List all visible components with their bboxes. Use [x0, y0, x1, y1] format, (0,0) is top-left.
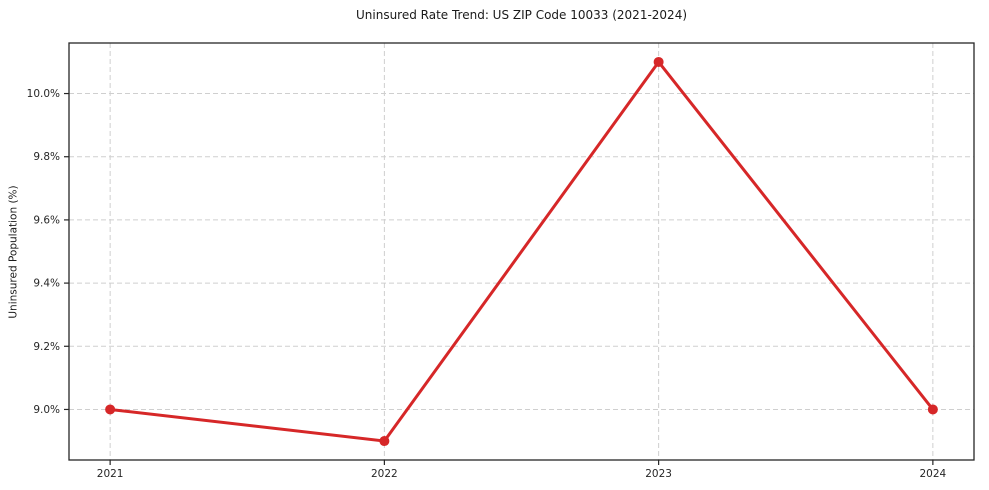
chart-title: Uninsured Rate Trend: US ZIP Code 10033 …: [355, 8, 688, 22]
x-tick-label-2024: 2024: [919, 468, 946, 480]
y-tick-label-9: 9.0%: [33, 404, 60, 416]
data-point-2022: [379, 436, 390, 447]
x-tick-label-2022: 2022: [371, 468, 398, 480]
plot-border: [68, 42, 975, 461]
y-tick-label-9.8: 9.8%: [33, 151, 60, 163]
x-tick-label-2021: 2021: [97, 468, 124, 480]
y-tick-label-9.6: 9.6%: [33, 214, 60, 226]
data-point-2024: [927, 404, 938, 415]
y-tick-label-10: 10.0%: [27, 88, 60, 100]
data-point-2021: [105, 404, 116, 415]
trend-line: [108, 60, 935, 443]
data-point-2023: [653, 56, 664, 67]
y-tick-label-9.2: 9.2%: [33, 341, 60, 353]
x-tick-label-2023: 2023: [645, 468, 672, 480]
y-tick-label-9.4: 9.4%: [33, 278, 60, 290]
